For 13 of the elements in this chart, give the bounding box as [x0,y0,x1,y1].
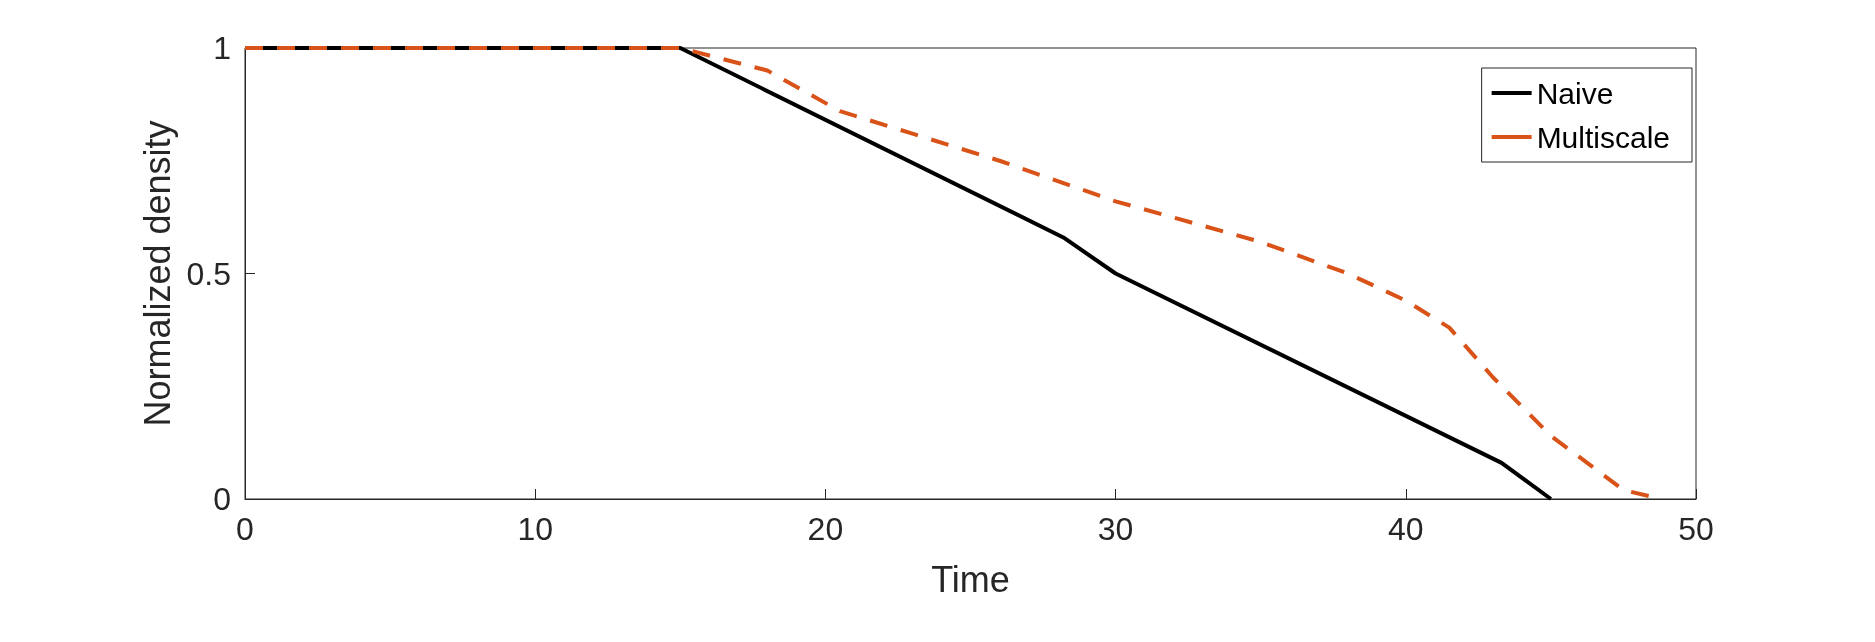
x-tick-label: 50 [1678,511,1714,547]
y-tick-label: 0.5 [186,255,231,292]
y-tick-label: 0 [213,481,231,517]
x-tick-label: 30 [1097,511,1134,547]
y-axis-title: Normalized density [137,120,179,427]
x-tick-label: 0 [236,511,254,547]
y-tick-label: 1 [213,30,231,66]
legend-label: Multiscale [1536,120,1670,154]
x-tick-label: 40 [1388,511,1424,547]
x-tick-label: 10 [517,511,553,547]
x-tick-label: 20 [807,511,844,547]
legend-label: Naive [1536,76,1614,110]
x-axis-title: Time [931,558,1010,600]
